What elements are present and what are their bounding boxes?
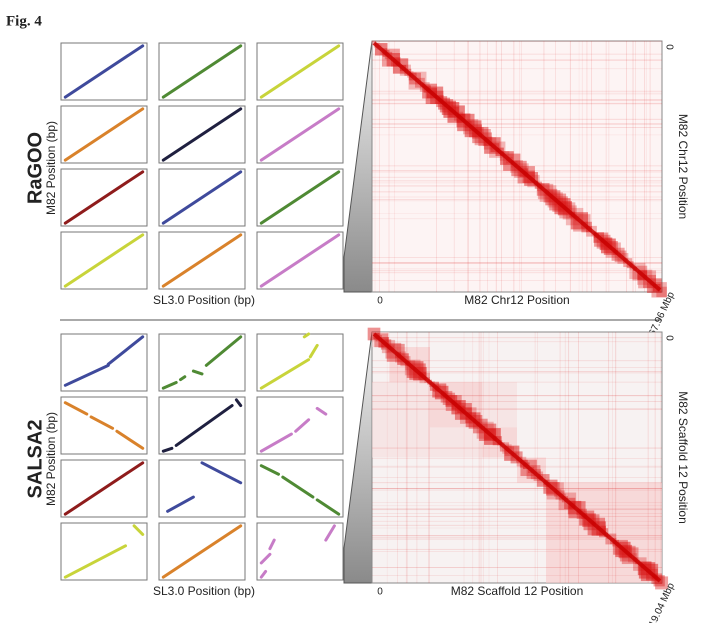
alignment-segment: [179, 375, 187, 382]
panel-name: SALSA2: [24, 420, 46, 499]
heatmap-origin-x: 0: [377, 296, 383, 307]
alignment-segment: [63, 107, 145, 162]
dotplot-x-label: SL3.0 Position (bp): [153, 293, 255, 307]
alignment-segment: [259, 170, 341, 225]
alignment-segment: [281, 475, 315, 499]
alignment-segment: [63, 401, 89, 416]
alignment-segment: [63, 461, 145, 516]
alignment-segment: [259, 358, 311, 390]
dotplot-y-label: M82 Position (bp): [44, 121, 58, 215]
heatmap: [367, 327, 669, 590]
alignment-segment: [191, 369, 204, 376]
alignment-segment: [63, 544, 127, 579]
alignment-segment: [234, 398, 243, 408]
alignment-segment: [132, 524, 145, 536]
alignment-segment: [106, 335, 145, 366]
dotplot-x-label: SL3.0 Position (bp): [153, 584, 255, 598]
alignment-segment: [259, 552, 272, 565]
alignment-segment: [115, 429, 145, 450]
alignment-segment: [259, 464, 280, 476]
alignment-segment: [259, 44, 341, 99]
alignment-segment: [174, 404, 234, 447]
alignment-segment: [63, 233, 145, 288]
alignment-segment: [89, 415, 115, 430]
alignment-segment: [63, 363, 110, 387]
zoom-triangle: [343, 40, 373, 293]
alignment-segment: [63, 44, 145, 99]
heatmap-origin-x: 0: [377, 587, 383, 598]
heatmap-diagonal-core: [372, 332, 662, 583]
alignment-segment: [315, 406, 328, 416]
heatmap-diagonal-core: [372, 41, 662, 292]
heatmap-origin-y: 0: [663, 335, 674, 341]
alignment-segment: [204, 335, 243, 367]
heatmap-diagonal: [656, 286, 667, 298]
dotplot-y-label: M82 Position (bp): [44, 412, 58, 506]
heatmap-x-label: M82 Chr12 Position: [464, 293, 569, 307]
heatmap-origin-y: 0: [663, 44, 674, 50]
heatmap-y-label: M82 Scaffold 12 Position: [676, 391, 690, 524]
heatmap-x-label: M82 Scaffold 12 Position: [451, 584, 584, 598]
panel-name: RaGOO: [24, 132, 46, 204]
alignment-segment: [308, 343, 319, 359]
alignment-segment: [302, 332, 311, 339]
alignment-segment: [294, 418, 311, 433]
alignment-segment: [200, 461, 243, 485]
alignment-segment: [161, 524, 243, 579]
alignment-segment: [324, 524, 336, 542]
alignment-segment: [166, 495, 195, 513]
dotplot-cell: [60, 396, 148, 455]
alignment-segment: [161, 107, 243, 162]
alignment-segment: [315, 498, 341, 516]
alignment-segment: [161, 44, 243, 99]
alignment-segment: [268, 538, 276, 551]
alignment-segment: [161, 446, 174, 453]
alignment-segment: [161, 233, 243, 288]
alignment-segment: [259, 569, 268, 579]
alignment-segment: [259, 432, 293, 453]
alignment-segment: [63, 170, 145, 225]
heatmap: [371, 40, 667, 298]
figure-label: Fig. 4: [6, 13, 42, 29]
alignment-segment: [259, 107, 341, 162]
alignment-segment: [161, 380, 178, 390]
zoom-triangle: [343, 331, 373, 584]
heatmap-y-label: M82 Chr12 Position: [676, 114, 690, 219]
alignment-segment: [161, 170, 243, 225]
alignment-segment: [259, 233, 341, 288]
